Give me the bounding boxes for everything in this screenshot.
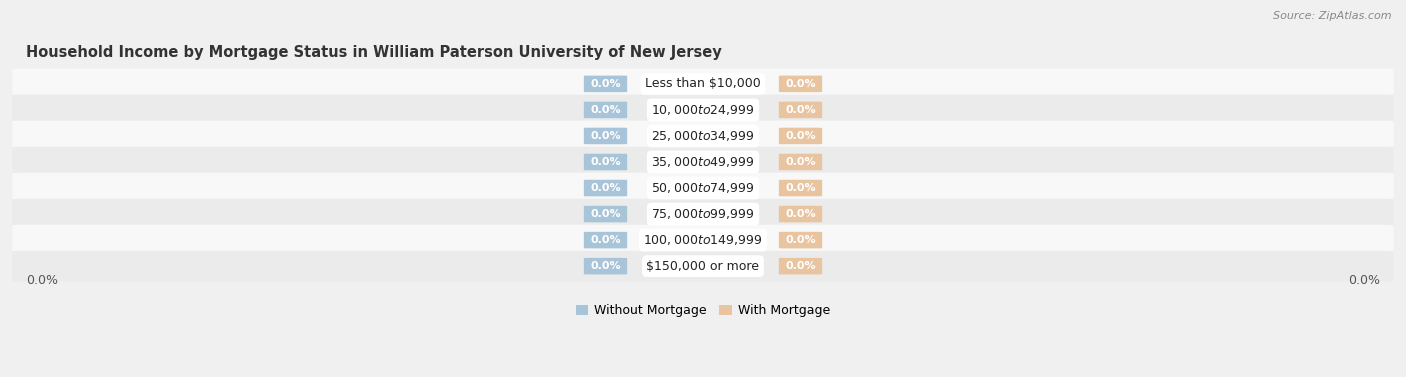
Text: 0.0%: 0.0% bbox=[785, 157, 815, 167]
Text: 0.0%: 0.0% bbox=[591, 79, 621, 89]
FancyBboxPatch shape bbox=[583, 232, 627, 248]
Text: $10,000 to $24,999: $10,000 to $24,999 bbox=[651, 103, 755, 117]
Text: $75,000 to $99,999: $75,000 to $99,999 bbox=[651, 207, 755, 221]
FancyBboxPatch shape bbox=[583, 76, 627, 92]
Text: 0.0%: 0.0% bbox=[591, 183, 621, 193]
FancyBboxPatch shape bbox=[13, 173, 1393, 204]
Text: 0.0%: 0.0% bbox=[785, 105, 815, 115]
Text: $50,000 to $74,999: $50,000 to $74,999 bbox=[651, 181, 755, 195]
FancyBboxPatch shape bbox=[779, 206, 823, 222]
FancyBboxPatch shape bbox=[13, 199, 1393, 230]
FancyBboxPatch shape bbox=[13, 69, 1393, 99]
Text: 0.0%: 0.0% bbox=[591, 209, 621, 219]
Text: 0.0%: 0.0% bbox=[785, 131, 815, 141]
FancyBboxPatch shape bbox=[13, 251, 1393, 282]
Text: Household Income by Mortgage Status in William Paterson University of New Jersey: Household Income by Mortgage Status in W… bbox=[25, 45, 721, 60]
FancyBboxPatch shape bbox=[13, 95, 1393, 125]
Text: $35,000 to $49,999: $35,000 to $49,999 bbox=[651, 155, 755, 169]
Legend: Without Mortgage, With Mortgage: Without Mortgage, With Mortgage bbox=[571, 299, 835, 322]
Text: 0.0%: 0.0% bbox=[591, 157, 621, 167]
FancyBboxPatch shape bbox=[583, 258, 627, 274]
Text: 0.0%: 0.0% bbox=[785, 183, 815, 193]
Text: 0.0%: 0.0% bbox=[591, 105, 621, 115]
FancyBboxPatch shape bbox=[779, 180, 823, 196]
FancyBboxPatch shape bbox=[779, 154, 823, 170]
FancyBboxPatch shape bbox=[13, 147, 1393, 177]
FancyBboxPatch shape bbox=[779, 258, 823, 274]
FancyBboxPatch shape bbox=[779, 76, 823, 92]
Text: Less than $10,000: Less than $10,000 bbox=[645, 77, 761, 90]
Text: 0.0%: 0.0% bbox=[785, 235, 815, 245]
Text: 0.0%: 0.0% bbox=[591, 261, 621, 271]
FancyBboxPatch shape bbox=[583, 206, 627, 222]
FancyBboxPatch shape bbox=[779, 128, 823, 144]
Text: 0.0%: 0.0% bbox=[785, 209, 815, 219]
Text: $150,000 or more: $150,000 or more bbox=[647, 260, 759, 273]
FancyBboxPatch shape bbox=[779, 102, 823, 118]
FancyBboxPatch shape bbox=[13, 121, 1393, 151]
Text: $100,000 to $149,999: $100,000 to $149,999 bbox=[644, 233, 762, 247]
Text: 0.0%: 0.0% bbox=[785, 261, 815, 271]
Text: 0.0%: 0.0% bbox=[25, 274, 58, 287]
Text: 0.0%: 0.0% bbox=[591, 235, 621, 245]
Text: 0.0%: 0.0% bbox=[591, 131, 621, 141]
Text: 0.0%: 0.0% bbox=[1348, 274, 1381, 287]
Text: Source: ZipAtlas.com: Source: ZipAtlas.com bbox=[1274, 11, 1392, 21]
Text: 0.0%: 0.0% bbox=[785, 79, 815, 89]
FancyBboxPatch shape bbox=[779, 232, 823, 248]
FancyBboxPatch shape bbox=[13, 225, 1393, 256]
FancyBboxPatch shape bbox=[583, 154, 627, 170]
FancyBboxPatch shape bbox=[583, 102, 627, 118]
Text: $25,000 to $34,999: $25,000 to $34,999 bbox=[651, 129, 755, 143]
FancyBboxPatch shape bbox=[583, 128, 627, 144]
FancyBboxPatch shape bbox=[583, 180, 627, 196]
